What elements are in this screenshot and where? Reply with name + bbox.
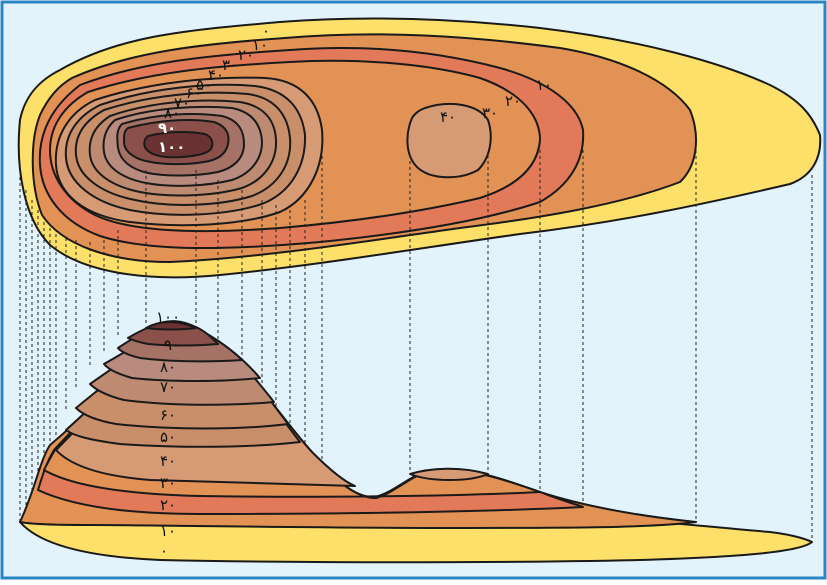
plan-label-70: ۷۰ [174,94,190,112]
plan-label-50: ۵۰ [196,76,212,94]
plan-label-0: ۰ [262,22,270,40]
profile-label-50: ۵۰ [160,428,176,446]
plan-label-20: ۲۰ [238,46,254,64]
profile-label-80: ۸۰ [160,358,176,376]
plan-label-30: ۳۰ [222,56,238,74]
profile-label-0: ۰ [160,542,168,560]
profile-label-20: ۲۰ [160,496,176,514]
plan-labels: ۰ ۱۰ ۲۰ ۳۰ ۴۰ ۵۰ ۶۰ ۷۰ ۸۰ ۹۰ ۱۰۰ ۱۰ ۲۰ ۳… [158,22,552,156]
plan-label-10-right: ۱۰ [536,76,552,94]
contour-40-east [406,103,492,179]
plan-label-10: ۱۰ [252,36,268,54]
profile-label-90: ۹۰ [164,336,180,354]
plan-label-80: ۸۰ [164,104,180,122]
plan-label-40: ۴۰ [208,66,224,84]
contour-100 [143,130,214,159]
profile-label-30: ۳۰ [160,474,176,492]
plan-label-30-right: ۳۰ [482,104,498,122]
plan-label-20-right: ۲۰ [505,92,521,110]
profile-label-60: ۶۰ [160,406,176,424]
plan-label-60: ۶۰ [186,84,202,102]
projection-lines [19,150,813,540]
profile-section [19,320,813,564]
plan-label-100: ۱۰۰ [158,138,185,156]
profile-label-40: ۴۰ [160,452,176,470]
profile-band-100 [145,321,197,331]
plan-label-90: ۹۰ [158,119,176,137]
profile-label-70: ۷۰ [160,378,176,396]
profile-label-100: ۱۰۰ [156,308,180,326]
contour-map [17,17,822,279]
profile-label-10: ۱۰ [160,522,176,540]
profile-hump [409,467,489,481]
profile-labels: ۱۰۰ ۹۰ ۸۰ ۷۰ ۶۰ ۵۰ ۴۰ ۳۰ ۲۰ ۱۰ ۰ [156,308,180,560]
plan-label-40-right: ۴۰ [440,108,456,126]
